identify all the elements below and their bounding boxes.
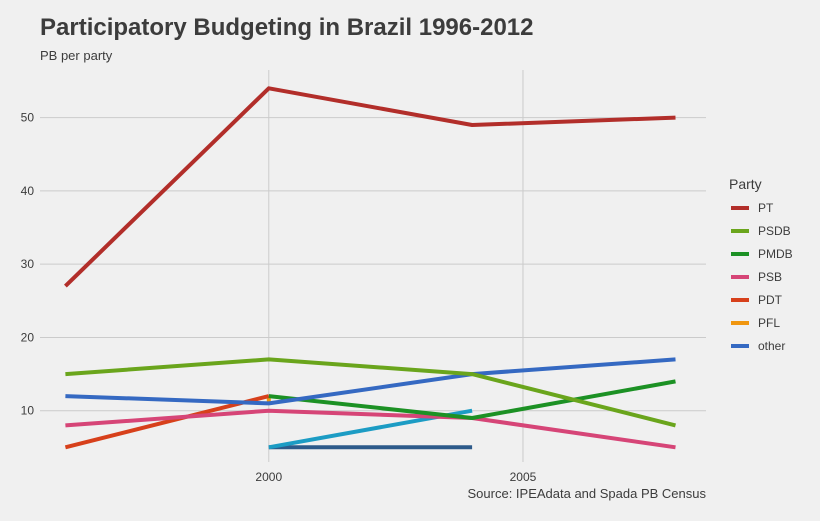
legend-key [731,274,749,279]
legend-label: other [758,338,786,353]
x-tick-label: 2000 [255,470,282,484]
series-line-psdb [65,357,676,428]
legend-label: PDT [758,292,782,307]
series-line-psb [65,408,676,450]
series-line-pdt [64,394,270,450]
legend-item-psdb: PSDB [729,219,793,242]
y-tick-label: 20 [21,330,35,344]
legend-label: PT [758,200,774,215]
legend-key [731,297,749,302]
legend-item-pdt: PDT [729,288,793,311]
legend-title: Party [729,176,762,192]
legend-label: PMDB [758,246,793,261]
series-line-other [65,357,676,406]
legend-key [731,343,749,348]
x-tick-label: 2005 [510,470,537,484]
chart-subtitle: PB per party [40,48,113,63]
source-caption: Source: IPEAdata and Spada PB Census [467,486,707,501]
legend-key [731,320,749,325]
chart-title: Participatory Budgeting in Brazil 1996-2… [40,14,534,41]
series-line-pt [64,86,676,288]
y-tick-label: 10 [21,404,35,418]
legend-key [731,205,749,210]
legend: Party PT PSDB PMDB PSB PDT PFL other [729,176,793,357]
legend-item-psb: PSB [729,265,793,288]
series-line-pmdb [268,379,676,420]
y-tick-label: 40 [21,184,35,198]
legend-item-pt: PT [729,196,793,219]
y-tick-label: 50 [21,111,35,125]
legend-item-other: other [729,334,793,357]
legend-key [731,251,749,256]
legend-label: PSDB [758,223,791,238]
legend-key [731,228,749,233]
legend-label: PSB [758,269,783,284]
legend-label: PFL [758,315,781,330]
legend-item-pfl: PFL [729,311,793,334]
legend-item-pmdb: PMDB [729,242,793,265]
y-tick-label: 30 [21,257,35,271]
